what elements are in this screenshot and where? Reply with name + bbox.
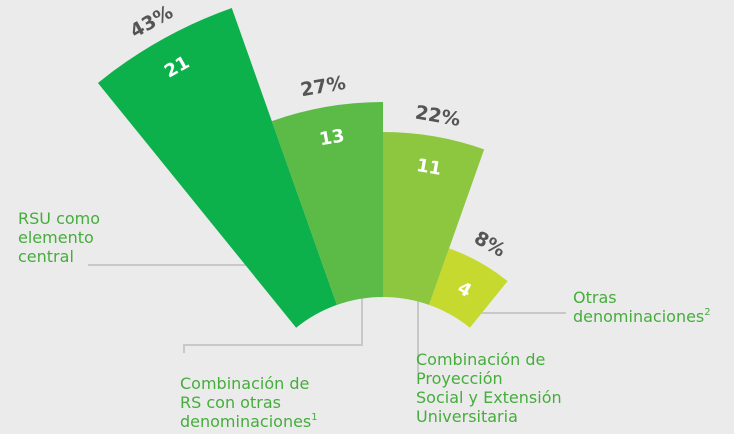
category-label: Combinación de Proyección Social y Extensi… bbox=[416, 350, 562, 426]
percentage-label: 8% bbox=[470, 227, 509, 262]
category-line: RS con otras bbox=[180, 393, 281, 412]
category-label: Otras denominaciones2 bbox=[573, 288, 711, 326]
sector bbox=[383, 132, 485, 305]
category-line: Combinación de bbox=[416, 350, 545, 369]
value-label: 13 bbox=[318, 125, 346, 150]
footnote-mark: 2 bbox=[704, 307, 710, 318]
sector bbox=[429, 248, 508, 328]
sector bbox=[97, 7, 337, 328]
footnote-mark: 1 bbox=[311, 412, 317, 423]
percentage-label: 27% bbox=[299, 72, 348, 101]
category-label: RSU como elemento central bbox=[18, 209, 100, 266]
category-line: Proyección bbox=[416, 369, 503, 388]
category-line: denominaciones bbox=[180, 412, 311, 431]
category-line: elemento bbox=[18, 228, 94, 247]
category-line: denominaciones bbox=[573, 307, 704, 326]
sector bbox=[271, 102, 383, 305]
category-line: Universitaria bbox=[416, 407, 518, 426]
category-label: Combinación de RS con otras denominaciones… bbox=[180, 374, 318, 431]
category-line: RSU como bbox=[18, 209, 100, 228]
value-label: 11 bbox=[415, 155, 443, 180]
category-line: Combinación de bbox=[180, 374, 309, 393]
category-line: central bbox=[18, 247, 74, 266]
percentage-label: 22% bbox=[414, 101, 463, 130]
category-line: Otras bbox=[573, 288, 617, 307]
category-line: Social y Extensión bbox=[416, 388, 562, 407]
